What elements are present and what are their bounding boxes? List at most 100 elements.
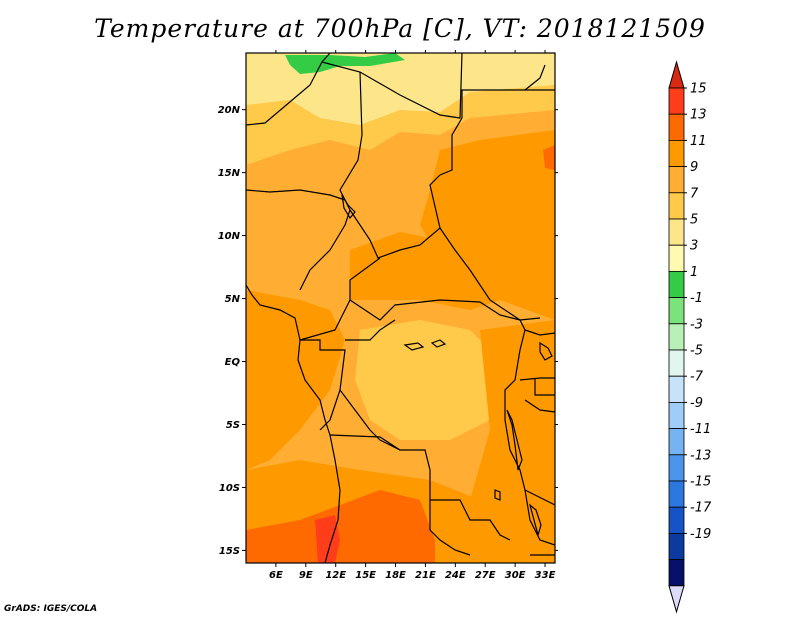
- border-line: [246, 189, 346, 201]
- border-line: [246, 53, 331, 165]
- field-red-orange-south: [246, 490, 435, 563]
- lon-tick-label: 9E: [299, 570, 313, 581]
- colorbar-top-arrow: [668, 60, 685, 89]
- field-light-interior: [355, 320, 500, 440]
- colorbar-swatch: [668, 270, 685, 298]
- river-segment: [403, 342, 425, 351]
- lat-tick-label: 10S: [219, 483, 240, 494]
- lake-chad: [341, 194, 356, 220]
- field-deep-orange-west: [246, 290, 345, 470]
- colorbar-label: -3: [690, 317, 703, 332]
- colorbar-label: -19: [690, 527, 711, 542]
- colorbar-label: 15: [690, 82, 707, 97]
- colorbar-swatch: [668, 375, 685, 403]
- colorbar-swatch: [668, 244, 685, 272]
- border-line: [524, 489, 555, 546]
- lake-mweru: [494, 489, 501, 501]
- field-deep-orange-east: [420, 130, 555, 320]
- colorbar-swatch: [668, 401, 685, 429]
- border-line: [349, 299, 521, 321]
- colorbar-label: -1: [690, 291, 703, 306]
- colorbar-swatch: [668, 559, 685, 587]
- river-segment: [430, 339, 447, 348]
- border-line: [345, 319, 396, 341]
- border-line: [524, 329, 555, 336]
- lon-tick-label: 30E: [505, 570, 526, 581]
- colorbar-label: 13: [690, 108, 707, 123]
- lat-tick-label: 10N: [218, 231, 241, 242]
- lon-axis: 6E 9E 12E 15E 18E 21E 24E 27E 30E 33E: [269, 50, 556, 581]
- colorbar-swatch: [668, 506, 685, 534]
- lon-tick-label: 6E: [269, 570, 283, 581]
- colorbar-swatch: [668, 139, 685, 167]
- grads-credit: GrADS: IGES/COLA: [4, 604, 98, 614]
- colorbar-label: 5: [690, 213, 698, 228]
- colorbar-bottom-arrow: [668, 585, 685, 614]
- colorbar-label: 9: [690, 160, 698, 175]
- border-line: [300, 339, 346, 431]
- colorbar-swatch: [668, 218, 685, 246]
- field-red-south: [315, 515, 340, 563]
- colorbar-label: 1: [690, 265, 698, 280]
- lat-tick-label: 5S: [226, 420, 240, 431]
- border-line: [504, 319, 555, 506]
- border-line: [329, 434, 401, 451]
- border-line: [349, 209, 541, 321]
- border-line: [321, 53, 463, 119]
- colorbar-swatch: [668, 323, 685, 351]
- colorbar-swatch: [668, 87, 685, 115]
- border-line: [339, 389, 471, 556]
- colorbar-swatch: [668, 533, 685, 561]
- border-line: [519, 377, 555, 381]
- lat-tick-label: 15S: [219, 546, 240, 557]
- map-title: Temperature at 700hPa [C], VT: 201812150…: [94, 14, 706, 43]
- lat-tick-label: 20N: [218, 105, 241, 116]
- lon-tick-label: 15E: [355, 570, 376, 581]
- lon-tick-label: 12E: [325, 570, 346, 581]
- lat-tick-label: 5N: [225, 294, 241, 305]
- border-line: [429, 174, 441, 229]
- lake-victoria: [539, 341, 553, 361]
- colorbar-swatch: [668, 192, 685, 220]
- colorbar-label: -13: [690, 448, 711, 463]
- lat-axis: 20N 15N 10N 5N EQ 5S 10S 15S: [218, 105, 558, 557]
- colorbar-swatch: [668, 166, 685, 194]
- colorbar-label: -17: [690, 501, 712, 516]
- field-deep-orange-southeast: [470, 320, 555, 563]
- colorbar-swatch: [668, 480, 685, 508]
- border-line: [439, 117, 463, 176]
- border-line: [461, 89, 555, 118]
- border-line: [534, 378, 555, 396]
- colorbar-label: 3: [690, 239, 698, 254]
- field-deep-orange-central: [350, 232, 500, 310]
- field-red-orange-east: [543, 145, 555, 170]
- colorbar-label: -7: [690, 370, 704, 385]
- coastline: [246, 284, 341, 563]
- colorbar-swatch: [668, 454, 685, 482]
- colorbar-swatch: [668, 113, 685, 141]
- colorbar-label: -5: [690, 344, 703, 359]
- colorbar-label: 7: [690, 186, 699, 201]
- political-borders: [246, 53, 555, 563]
- colorbar-label: -11: [690, 422, 711, 437]
- colorbar-swatch: [668, 297, 685, 325]
- lon-tick-label: 33E: [535, 570, 556, 581]
- colorbar-label: 11: [690, 134, 707, 149]
- colorbar-swatch: [668, 349, 685, 377]
- lat-tick-label: EQ: [225, 357, 241, 368]
- border-line: [524, 399, 555, 413]
- lon-tick-label: 21E: [415, 570, 436, 581]
- border-line: [524, 64, 546, 91]
- colorbar-swatch: [668, 428, 685, 456]
- colorbar: 15 13 11 9 7 5 3 1 -1 -3 -5 -7 -9 -11 -13 -15 -17 -19: [668, 60, 712, 614]
- field-green-patch: [285, 53, 405, 74]
- lon-tick-label: 24E: [445, 570, 466, 581]
- border-line: [430, 499, 511, 541]
- map-frame: [245, 52, 556, 564]
- temperature-field: [246, 53, 555, 563]
- lon-tick-label: 27E: [475, 570, 496, 581]
- colorbar-label: -9: [690, 396, 703, 411]
- lake-malawi: [528, 503, 542, 538]
- lon-tick-label: 18E: [385, 570, 406, 581]
